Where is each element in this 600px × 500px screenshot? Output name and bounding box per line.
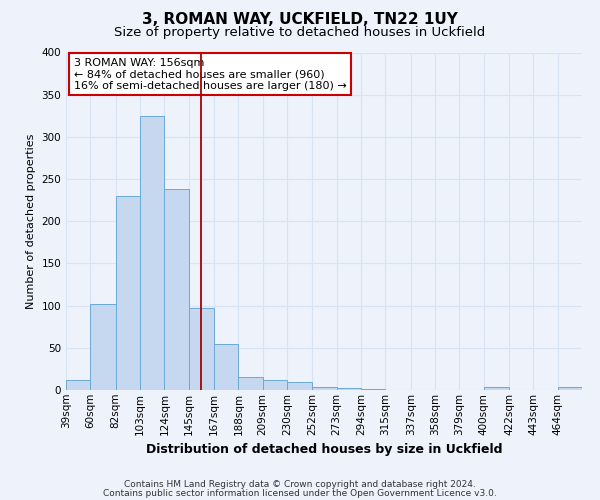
Bar <box>313 386 337 390</box>
Text: Contains HM Land Registry data © Crown copyright and database right 2024.: Contains HM Land Registry data © Crown c… <box>124 480 476 489</box>
Bar <box>188 308 214 390</box>
Bar <box>140 116 164 390</box>
Bar <box>238 376 263 390</box>
Text: 3, ROMAN WAY, UCKFIELD, TN22 1UY: 3, ROMAN WAY, UCKFIELD, TN22 1UY <box>142 12 458 28</box>
Bar <box>484 388 509 390</box>
Y-axis label: Number of detached properties: Number of detached properties <box>26 134 36 309</box>
Bar <box>287 382 313 390</box>
Bar <box>337 388 361 390</box>
Text: Size of property relative to detached houses in Uckfield: Size of property relative to detached ho… <box>115 26 485 39</box>
Bar <box>90 304 116 390</box>
Bar <box>116 196 140 390</box>
Bar <box>214 344 238 390</box>
Bar <box>361 389 385 390</box>
Bar <box>558 388 582 390</box>
Text: Contains public sector information licensed under the Open Government Licence v3: Contains public sector information licen… <box>103 488 497 498</box>
Bar <box>164 189 188 390</box>
Bar <box>66 380 90 390</box>
X-axis label: Distribution of detached houses by size in Uckfield: Distribution of detached houses by size … <box>146 443 502 456</box>
Text: 3 ROMAN WAY: 156sqm
← 84% of detached houses are smaller (960)
16% of semi-detac: 3 ROMAN WAY: 156sqm ← 84% of detached ho… <box>74 58 346 91</box>
Bar <box>263 380 287 390</box>
